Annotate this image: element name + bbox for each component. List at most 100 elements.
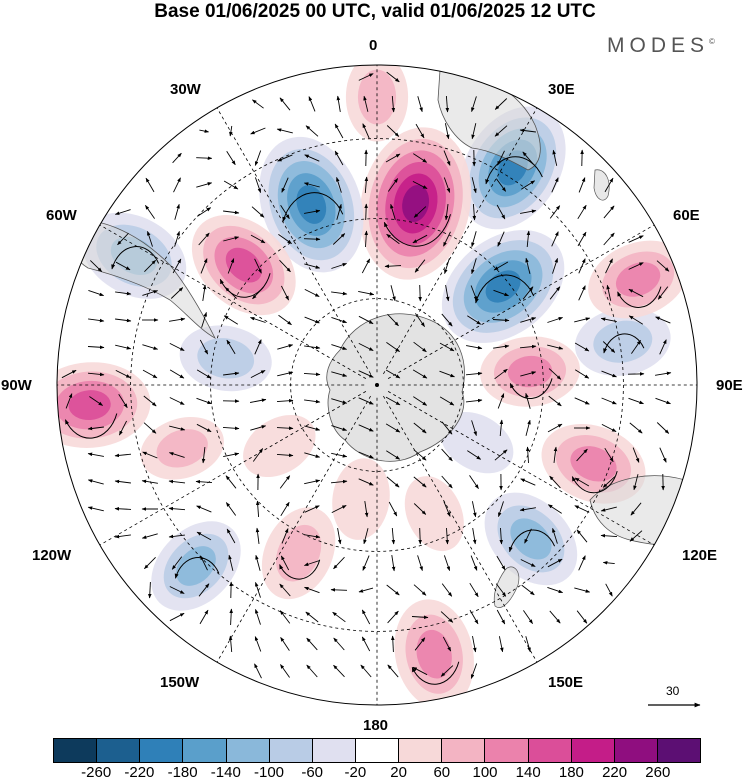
wind-vector <box>276 426 294 430</box>
wind-vector <box>226 528 236 544</box>
lon-label-90w: 90W <box>1 377 32 394</box>
wind-vector <box>249 317 266 323</box>
wind-vector <box>169 425 186 431</box>
anomaly-center <box>404 476 464 552</box>
lon-label-60e: 60E <box>673 207 700 224</box>
wind-vector <box>196 156 213 160</box>
wind-vector <box>441 475 453 489</box>
wind-vector <box>413 449 427 461</box>
wind-vector <box>304 154 320 162</box>
wind-vector <box>520 317 537 323</box>
wind-vector <box>255 608 261 625</box>
brand-mark: © <box>709 37 715 46</box>
wind-vector <box>174 203 180 220</box>
wind-vector <box>628 288 644 298</box>
wind-vector <box>520 371 537 377</box>
wind-vector <box>384 264 402 268</box>
wind-vector <box>223 236 240 242</box>
wind-vector <box>414 637 426 651</box>
wind-vector <box>330 588 348 592</box>
wind-vector <box>574 342 590 352</box>
reference-vector-label: 30 <box>666 684 680 698</box>
wind-vector <box>415 123 425 139</box>
landmasses <box>59 69 697 608</box>
wind-vector <box>115 261 131 271</box>
wind-vector <box>304 425 321 431</box>
wind-vector <box>229 125 233 137</box>
wind-vector <box>331 371 348 377</box>
wind-vector <box>629 422 643 434</box>
wind-vector <box>390 285 396 302</box>
wind-vector <box>168 534 185 539</box>
wind-vector <box>499 419 504 437</box>
wind-vector <box>547 504 562 514</box>
wind-vector <box>304 316 320 324</box>
wind-vector <box>306 637 318 651</box>
wind-vector <box>413 153 428 163</box>
wind-vector <box>386 233 400 245</box>
colorbar-segment <box>140 739 184 762</box>
anomaly-contour <box>402 185 430 222</box>
wind-vector <box>277 371 294 377</box>
wind-vector <box>444 204 449 221</box>
wind-vector <box>255 500 260 518</box>
wind-vector <box>168 506 186 511</box>
wind-vector <box>386 71 400 83</box>
wind-vector <box>172 152 182 164</box>
wind-vector <box>115 369 131 379</box>
wind-vector <box>87 426 104 431</box>
wind-vector <box>169 342 185 352</box>
wind-vector <box>280 285 290 301</box>
wind-vector <box>250 369 266 379</box>
wind-vector <box>358 587 374 593</box>
wind-vector <box>142 451 158 459</box>
colorbar-tick-label: -60 <box>301 764 324 781</box>
wind-vector <box>169 586 185 594</box>
colorbar-segment <box>528 739 572 762</box>
wind-vector <box>385 153 401 163</box>
wind-vector <box>279 259 291 273</box>
wind-vector <box>499 527 504 545</box>
madagascar-shape <box>593 169 610 201</box>
wind-vector <box>496 204 506 220</box>
wind-vector <box>227 258 235 274</box>
wind-vector <box>466 345 483 350</box>
wind-vector <box>304 534 321 539</box>
anomaly-contour <box>176 546 216 586</box>
wind-vector <box>336 176 342 193</box>
wind-vector <box>333 664 345 678</box>
wind-vector <box>391 555 396 572</box>
wind-vector <box>223 452 240 458</box>
anomaly-center <box>259 136 364 273</box>
wind-vector <box>606 284 612 301</box>
wind-vector <box>171 556 183 570</box>
wind-vector <box>303 372 321 377</box>
wind-vector <box>443 501 451 517</box>
wind-vector <box>445 95 450 113</box>
anomaly-contour <box>404 476 464 552</box>
contour-arrow <box>603 333 645 354</box>
wind-vector <box>358 451 374 459</box>
wind-vector <box>358 424 374 432</box>
wind-vector <box>444 123 450 140</box>
wind-vector <box>633 474 639 491</box>
wind-vector <box>552 257 558 274</box>
wind-vector <box>547 558 563 568</box>
wind-vector <box>87 506 104 512</box>
wind-vector <box>225 502 237 516</box>
lon-label-90e: 90E <box>716 377 743 394</box>
wind-vector <box>412 234 428 244</box>
wind-vector <box>472 528 477 545</box>
lon-label-0: 0 <box>369 37 378 54</box>
wind-vector <box>362 123 370 139</box>
wind-vector <box>552 149 558 166</box>
wind-vector <box>281 177 289 193</box>
wind-vector <box>601 370 617 378</box>
wind-vector <box>496 609 506 625</box>
wind-vector <box>519 344 537 349</box>
wind-vector <box>493 261 509 271</box>
wind-vector <box>144 556 156 570</box>
wind-vector <box>88 318 105 323</box>
wind-vector <box>521 180 536 190</box>
anomaly-center <box>480 336 580 407</box>
